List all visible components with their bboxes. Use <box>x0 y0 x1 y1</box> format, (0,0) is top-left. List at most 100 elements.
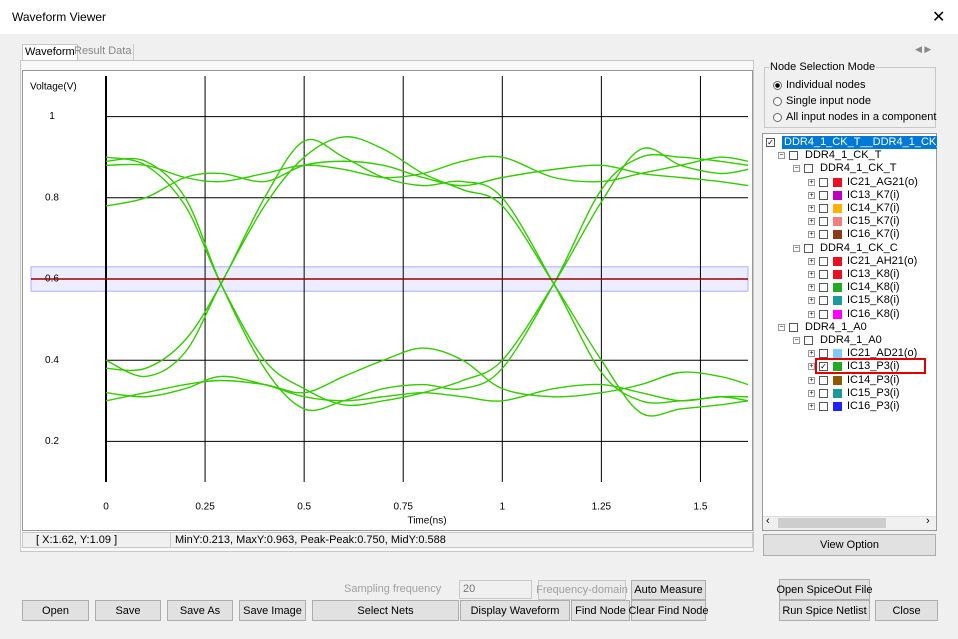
expander[interactable]: + <box>808 271 815 278</box>
tree-node[interactable]: IC14_P3(i) <box>847 373 900 386</box>
waveform <box>105 160 749 207</box>
checkbox[interactable] <box>819 402 828 411</box>
button[interactable]: Run Spice Netlist <box>779 600 870 621</box>
tree-node[interactable]: IC16_P3(i) <box>847 400 900 412</box>
checkbox[interactable] <box>819 204 828 213</box>
tree-node[interactable]: DDR4_1_A0 <box>820 334 882 346</box>
tree-node[interactable]: IC15_P3(i) <box>847 386 900 399</box>
frequency-button[interactable]: Frequency-domain <box>536 580 628 600</box>
button[interactable]: Display Waveform <box>460 600 570 621</box>
expander[interactable]: + <box>808 363 815 371</box>
checkbox[interactable] <box>819 296 828 306</box>
sampling-input[interactable]: 20 <box>459 580 532 599</box>
scroll-thumb[interactable] <box>778 518 886 528</box>
checkbox[interactable] <box>819 177 828 187</box>
expander[interactable]: − <box>793 337 800 344</box>
highlight-box <box>815 358 926 375</box>
radio[interactable] <box>773 81 782 90</box>
radio-label[interactable]: Single input node <box>786 95 872 107</box>
tree-node[interactable]: IC13_P3(i) <box>847 360 900 373</box>
checkbox[interactable] <box>804 243 813 253</box>
button[interactable]: View Option <box>763 534 936 556</box>
checkbox[interactable] <box>804 336 813 345</box>
tree-node[interactable]: IC16_K8(i) <box>847 307 900 320</box>
checkbox[interactable] <box>819 190 828 200</box>
radio-label[interactable]: All input nodes in a component <box>786 111 937 123</box>
checkbox[interactable]: ✓ <box>819 362 828 372</box>
radio[interactable] <box>773 113 782 122</box>
tree-node[interactable]: IC16_K7(i) <box>847 228 900 241</box>
checkbox[interactable]: ✓ <box>766 138 775 147</box>
checkbox[interactable] <box>819 256 828 266</box>
expander[interactable]: − <box>778 152 785 160</box>
node-color <box>833 177 842 187</box>
button[interactable]: Open <box>22 600 89 621</box>
tree-node[interactable]: DDR4_1_CK_T__DDR4_1_CK_C_( <box>782 136 937 149</box>
tree-node[interactable]: IC15_K7(i) <box>847 215 900 228</box>
button[interactable]: Clear Find Node <box>628 600 709 621</box>
tree-node[interactable]: IC13_K8(i) <box>847 268 900 280</box>
tree-node[interactable]: IC21_AD21(o) <box>847 347 918 360</box>
node-color <box>833 349 842 359</box>
expander[interactable]: + <box>808 284 815 292</box>
tab[interactable]: Result Data <box>72 44 135 60</box>
tree-node[interactable]: DDR4_1_CK_T <box>820 162 897 175</box>
checkbox[interactable] <box>789 322 798 332</box>
x-tick-label: 0.75 <box>393 502 413 513</box>
tree-node[interactable]: IC14_K8(i) <box>847 281 900 294</box>
waveform <box>105 136 749 417</box>
button[interactable]: Save As <box>167 600 233 621</box>
expander[interactable]: + <box>808 218 815 226</box>
tree-node[interactable]: DDR4_1_CK_C <box>820 241 898 254</box>
scroll-left[interactable]: ‹ <box>766 515 770 527</box>
checkbox[interactable] <box>819 309 828 319</box>
expander[interactable]: + <box>808 191 815 199</box>
sampling-label: Sampling frequency <box>344 583 442 595</box>
button[interactable]: Save Image <box>239 600 306 621</box>
expander[interactable]: − <box>793 165 800 173</box>
tree-node[interactable]: DDR4_1_A0 <box>805 320 867 333</box>
button[interactable]: Open SpiceOut File <box>777 579 873 600</box>
checkbox[interactable] <box>804 164 813 174</box>
expander[interactable]: + <box>808 389 815 397</box>
tree-node[interactable]: IC13_K7(i) <box>847 188 900 201</box>
button[interactable]: Select Nets <box>312 600 459 621</box>
expander[interactable]: + <box>808 403 815 410</box>
radio[interactable] <box>773 97 782 106</box>
checkbox[interactable] <box>819 283 828 293</box>
x-tick-label: 0.5 <box>297 502 311 513</box>
expander[interactable]: − <box>793 244 800 252</box>
button[interactable]: Find Node <box>571 600 630 621</box>
expander[interactable]: + <box>808 376 815 384</box>
expander[interactable]: + <box>808 231 815 239</box>
tab-scroll[interactable]: ◀ ▶ <box>915 44 932 54</box>
scroll-right[interactable]: › <box>926 515 930 527</box>
status-bar <box>22 532 753 548</box>
checkbox[interactable] <box>819 270 828 279</box>
expander[interactable]: + <box>808 297 815 305</box>
tree-node[interactable]: IC21_AH21(o) <box>847 254 918 267</box>
node-color <box>833 230 842 240</box>
tree-node[interactable]: DDR4_1_CK_T <box>805 149 882 162</box>
checkbox[interactable] <box>819 375 828 385</box>
tree-node[interactable]: IC14_K7(i) <box>847 202 900 214</box>
checkbox[interactable] <box>819 230 828 240</box>
checkbox[interactable] <box>789 151 798 161</box>
radio-label[interactable]: Individual nodes <box>786 79 866 91</box>
tab[interactable]: Waveform <box>22 44 78 60</box>
checkbox[interactable] <box>819 349 828 359</box>
expander[interactable]: + <box>808 178 815 186</box>
checkbox[interactable] <box>819 388 828 398</box>
expander[interactable]: + <box>808 257 815 265</box>
expander[interactable]: − <box>778 323 785 331</box>
close-icon[interactable]: ✕ <box>932 9 946 26</box>
expander[interactable]: + <box>808 350 815 358</box>
tree-node[interactable]: IC21_AG21(o) <box>847 175 918 188</box>
button[interactable]: Close <box>875 600 938 621</box>
button[interactable]: Auto Measure <box>631 580 706 600</box>
expander[interactable]: + <box>808 310 815 318</box>
tree-node[interactable]: IC15_K8(i) <box>847 294 900 307</box>
expander[interactable]: + <box>808 205 815 212</box>
button[interactable]: Save <box>95 600 161 621</box>
checkbox[interactable] <box>819 217 828 227</box>
